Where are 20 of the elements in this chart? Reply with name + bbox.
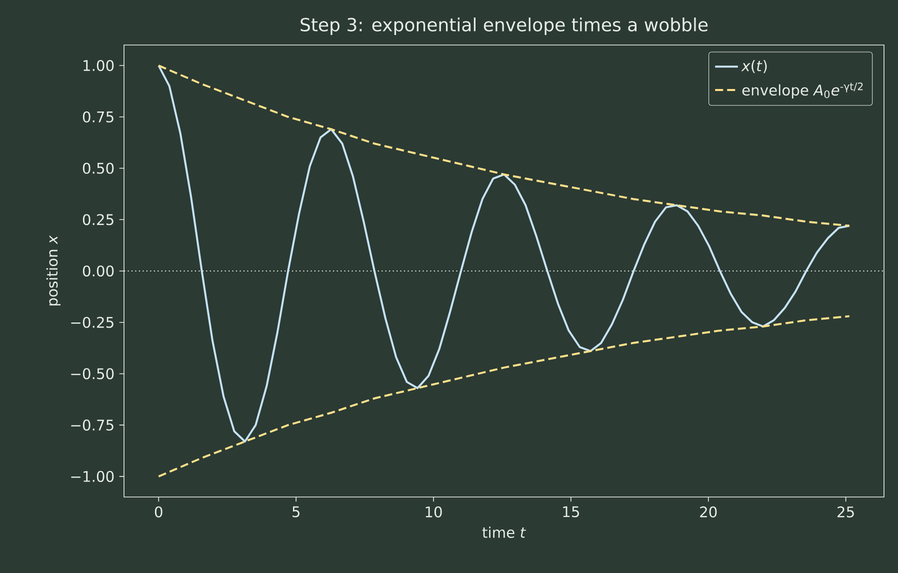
y-tick-label: 0.75 [82,111,114,122]
y-tick-label: −0.25 [71,316,114,328]
y-tick-label: −1.00 [71,470,114,482]
x-tick-label: 20 [700,506,717,518]
y-tick-label: 0.00 [82,265,114,277]
y-axis-title: position x [46,235,61,306]
legend-label: envelope A$_{0}$e$^{-γt/2}$ [742,82,863,98]
x-tick-label: 5 [292,506,300,518]
legend-label: x(t) [741,60,767,74]
x-axis-title: time t [482,526,526,538]
x-tick-label: 15 [563,506,579,518]
x-tick-label: 25 [838,506,854,518]
x-tick-label: 10 [426,506,442,518]
chart-title: Step 3: exponential envelope times a wobble [300,18,708,35]
y-tick-label: 0.25 [82,214,114,226]
x-tick-label: 0 [154,506,162,518]
y-tick-label: 1.00 [84,60,114,72]
y-tick-label: −0.75 [71,420,114,431]
y-tick-label: −0.50 [71,368,114,380]
y-tick-label: 0.50 [82,162,114,174]
